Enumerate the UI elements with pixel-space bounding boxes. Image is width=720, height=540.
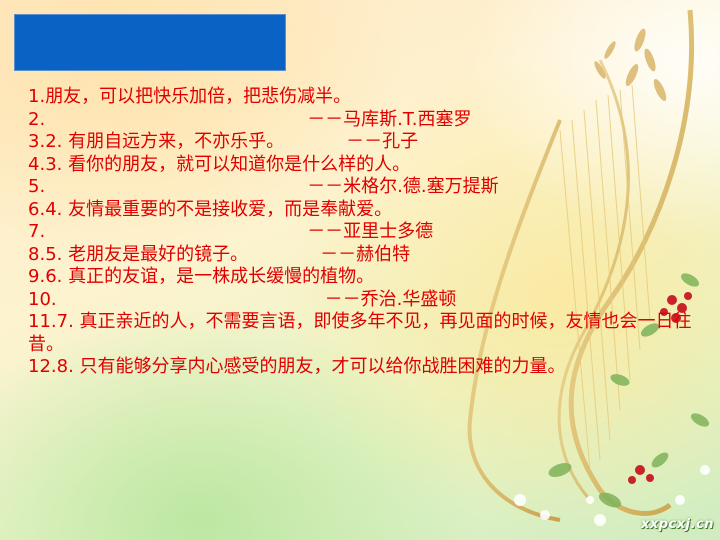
list-item: 2. －－马库斯.T.西塞罗 (28, 109, 708, 132)
list-item: 10. －－乔治.华盛顿 (28, 289, 708, 312)
list-item: 8.5. 老朋友是最好的镜子。 －－赫伯特 (28, 244, 708, 267)
quote-text: 7. 真正亲近的人，不需要言语，即使多年不见，再见面的时候，友情也会一日往昔。 (28, 311, 692, 355)
line-number: 4. (28, 153, 46, 175)
quote-author: －－马库斯.T.西塞罗 (307, 108, 472, 130)
watermark: xxpcxj.cn (640, 517, 714, 532)
quote-text: 3. 看你的朋友，就可以知道你是什么样的人。 (45, 153, 411, 175)
line-number: 10. (28, 288, 57, 310)
line-number: 5. (28, 176, 46, 197)
quote-author: －－米格尔.德.塞万提斯 (307, 176, 499, 197)
quote-text: 6. 真正的友谊，是一株成长缓慢的植物。 (45, 266, 375, 287)
list-item: 7. －－亚里士多德 (28, 221, 708, 244)
line-number: 6. (28, 198, 46, 220)
line-number: 2. (28, 108, 46, 130)
quote-list: 1.朋友，可以把快乐加倍，把悲伤减半。 2. －－马库斯.T.西塞罗 3.2. 有… (28, 86, 708, 379)
line-number: 12. (28, 356, 57, 377)
quote-text: 2. 有朋自远方来，不亦乐乎。 (45, 131, 285, 152)
quote-author: －－赫伯特 (320, 243, 411, 265)
list-item: 4.3. 看你的朋友，就可以知道你是什么样的人。 (28, 154, 708, 177)
quote-author: －－孔子 (346, 131, 419, 152)
list-item: 3.2. 有朋自远方来，不亦乐乎。 －－孔子 (28, 131, 708, 154)
quote-text: 4. 友情最重要的不是接收爱，而是奉献爱。 (45, 198, 393, 220)
line-number: 9. (28, 266, 46, 287)
list-item: 9.6. 真正的友谊，是一株成长缓慢的植物。 (28, 266, 708, 289)
line-number: 11. (28, 311, 57, 332)
list-item: 12.8. 只有能够分享内心感受的朋友，才可以给你战胜困难的力量。 (28, 356, 708, 379)
line-number: 8. (28, 243, 46, 265)
line-number: 3. (28, 131, 46, 152)
quote-text: 朋友，可以把快乐加倍，把悲伤减半。 (45, 86, 352, 107)
list-item: 11.7. 真正亲近的人，不需要言语，即使多年不见，再见面的时候，友情也会一日往… (28, 311, 708, 356)
quote-text: 8. 只有能够分享内心感受的朋友，才可以给你战胜困难的力量。 (56, 356, 566, 377)
quote-author: －－乔治.华盛顿 (324, 288, 457, 310)
title-box (14, 14, 286, 71)
list-item: 1.朋友，可以把快乐加倍，把悲伤减半。 (28, 86, 708, 109)
quote-author: －－亚里士多德 (307, 221, 434, 242)
line-number: 7. (28, 221, 46, 242)
list-item: 6.4. 友情最重要的不是接收爱，而是奉献爱。 (28, 199, 708, 222)
quote-text: 5. 老朋友是最好的镜子。 (45, 243, 249, 265)
list-item: 5. －－米格尔.德.塞万提斯 (28, 176, 708, 199)
line-number: 1. (28, 86, 46, 107)
